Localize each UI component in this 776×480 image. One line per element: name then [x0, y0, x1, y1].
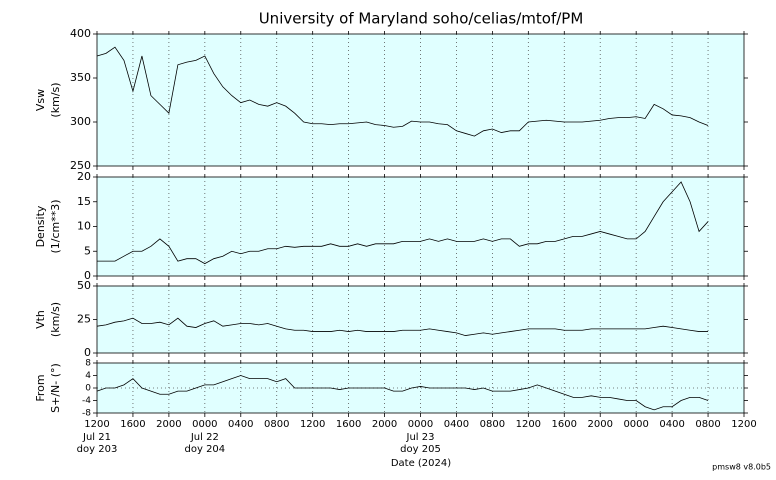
x-tick-label: 0000	[623, 419, 648, 430]
chart-title: University of Maryland soho/celias/mtof/…	[259, 10, 584, 28]
footnote: pmsw8 v8.0b5	[712, 463, 771, 472]
y-tick-label: -4	[82, 396, 91, 406]
x-tick-label: 0400	[444, 419, 469, 430]
x-tick-label: 0800	[480, 419, 505, 430]
y-tick-label: 250	[70, 159, 91, 172]
x-tick-label: 1200	[516, 419, 541, 430]
y-tick-label: 400	[70, 27, 91, 40]
x-axis-label: Date (2024)	[391, 458, 451, 469]
y-axis-label: (km/s)	[49, 302, 62, 337]
y-axis-label: Vsw	[34, 89, 47, 111]
y-tick-label: 0	[84, 346, 91, 359]
x-tick-label: 1600	[120, 419, 145, 430]
x-tick-label: 1600	[336, 419, 361, 430]
y-tick-label: 300	[70, 115, 91, 128]
x-tick-label: 0400	[228, 419, 253, 430]
y-tick-label: 15	[77, 195, 91, 208]
y-tick-label: 5	[84, 244, 91, 257]
data-line	[97, 181, 709, 265]
y-tick-label: 0	[84, 269, 91, 282]
y-tick-label: 25	[77, 313, 91, 326]
data-line	[96, 317, 709, 336]
y-tick-label: 4	[85, 371, 91, 381]
x-tick-label: 1200	[84, 419, 109, 430]
y-axis-label: (1/cm**3)	[49, 199, 62, 253]
plot-frame	[96, 176, 745, 277]
data-line	[96, 375, 709, 411]
x-tick-label: 2000	[587, 419, 612, 430]
y-axis-label: Density	[34, 205, 47, 247]
x-doy-label: doy 204	[185, 444, 226, 455]
x-tick-label: 2000	[156, 419, 181, 430]
y-tick-label: -8	[82, 409, 91, 419]
y-tick-label: 20	[77, 170, 91, 183]
x-tick-label: 1200	[300, 419, 325, 430]
x-tick-label: 0800	[264, 419, 289, 430]
x-tick-label: 0400	[659, 419, 684, 430]
x-tick-label: 1600	[552, 419, 577, 430]
y-tick-label: 0	[85, 384, 91, 394]
x-tick-label: 1200	[731, 419, 756, 430]
x-date-label: Jul 22	[190, 432, 219, 443]
x-tick-label: 0800	[695, 419, 720, 430]
y-axis-label: S+/N- (°)	[49, 363, 62, 413]
plot-frame	[96, 33, 745, 167]
x-tick-label: 0000	[192, 419, 217, 430]
y-tick-label: 10	[77, 220, 91, 233]
y-axis-label: (km/s)	[49, 82, 62, 117]
y-axis-label: From	[34, 374, 47, 401]
y-tick-label: 50	[77, 279, 91, 292]
data-line	[96, 46, 709, 137]
plot-frame	[96, 362, 745, 414]
x-tick-label: 2000	[372, 419, 397, 430]
x-doy-label: doy 203	[77, 444, 118, 455]
plot-background	[97, 286, 744, 353]
x-doy-label: doy 205	[400, 444, 441, 455]
y-tick-label: 350	[70, 71, 91, 84]
x-tick-label: 0000	[408, 419, 433, 430]
y-tick-label: 8	[85, 359, 91, 369]
x-date-label: Jul 21	[82, 432, 111, 443]
y-axis-label: Vth	[34, 310, 47, 329]
x-date-label: Jul 23	[406, 432, 435, 443]
plot-frame	[96, 285, 745, 354]
